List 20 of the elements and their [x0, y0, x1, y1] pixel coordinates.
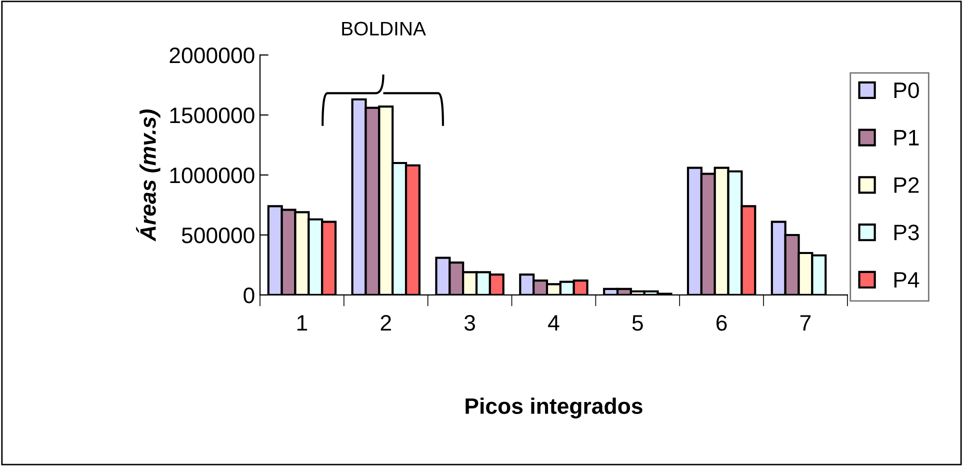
x-axis-title: Picos integrados: [466, 398, 642, 418]
y-tick-label: 2000000: [170, 48, 254, 64]
x-tick-label: 6: [716, 315, 727, 331]
y-tick-label: 1000000: [170, 168, 254, 184]
x-tick-label: 7: [800, 315, 811, 331]
legend-label: P3: [894, 224, 919, 240]
x-tick-label: 3: [464, 315, 476, 331]
x-tick-label: 2: [380, 315, 391, 331]
y-tick-label: 500000: [182, 228, 254, 244]
x-tick-label: 5: [632, 315, 643, 331]
x-tick-label: 1: [297, 315, 308, 331]
y-tick-label: 1500000: [170, 108, 254, 124]
x-tick-label: 4: [548, 315, 560, 331]
legend-label: P2: [894, 177, 919, 193]
legend-label: P4: [894, 272, 920, 288]
y-axis-title: Áreas (mv.s): [136, 110, 160, 242]
y-tick-label: 0: [244, 288, 254, 304]
text: BOLDINA: [342, 22, 426, 36]
legend-label: P0: [894, 82, 919, 98]
legend-label: P1: [894, 130, 919, 146]
